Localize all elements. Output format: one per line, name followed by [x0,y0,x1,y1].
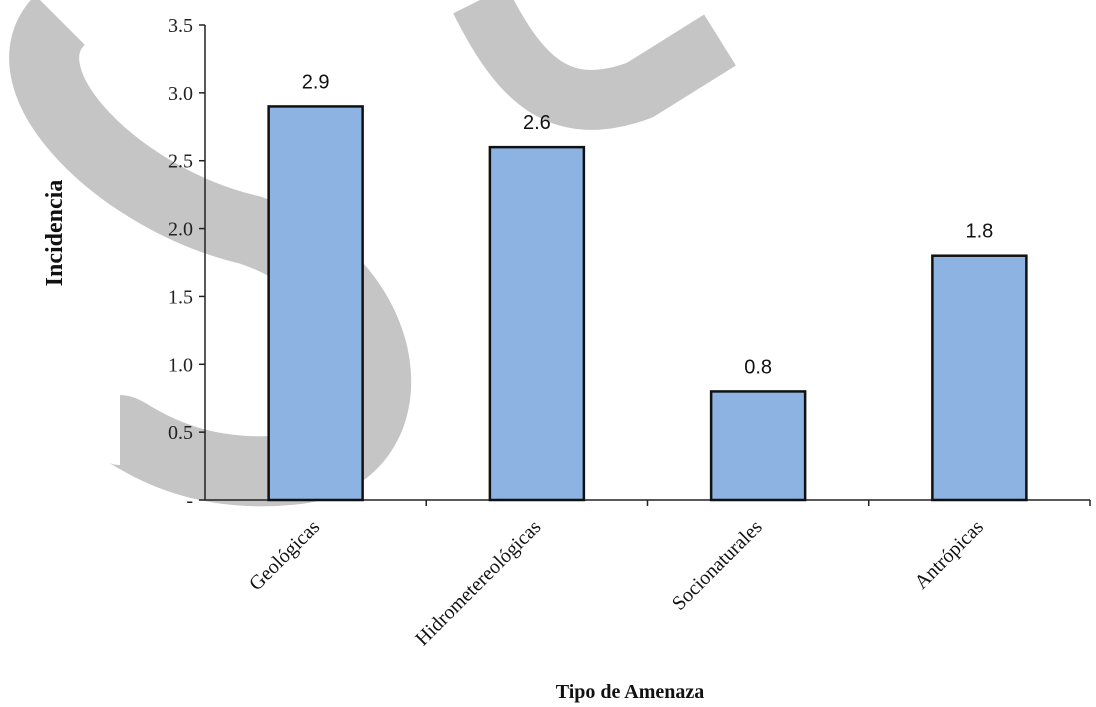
y-tick-label: 3.0 [168,83,193,105]
data-label: 2.9 [302,71,330,93]
category-label: Hidrometereológicas [411,516,545,650]
watermark-top-stroke [453,0,736,130]
bar [709,390,807,502]
y-tick-label: 1.0 [168,354,193,376]
bar [488,145,586,502]
category-label: Socionaturales [668,516,767,615]
data-label: 1.8 [965,221,993,243]
bar [267,105,364,502]
bar [931,254,1028,502]
y-tick-label: 3.5 [168,15,193,37]
y-axis-title: Incidencia [42,180,68,287]
y-tick-label: 2.0 [168,219,193,241]
x-axis-title: Tipo de Amenaza [556,681,705,703]
data-label: 2.6 [523,112,551,134]
watermark-logo [9,0,736,507]
data-label: 0.8 [744,356,772,378]
y-tick-label: - [186,490,193,512]
y-tick-label: 0.5 [168,422,193,444]
category-label: Antrópicas [910,516,988,594]
y-tick-label: 2.5 [168,151,193,173]
category-label: Geológicas [245,516,324,595]
y-tick-label: 1.5 [168,286,193,308]
bars [267,105,1028,502]
